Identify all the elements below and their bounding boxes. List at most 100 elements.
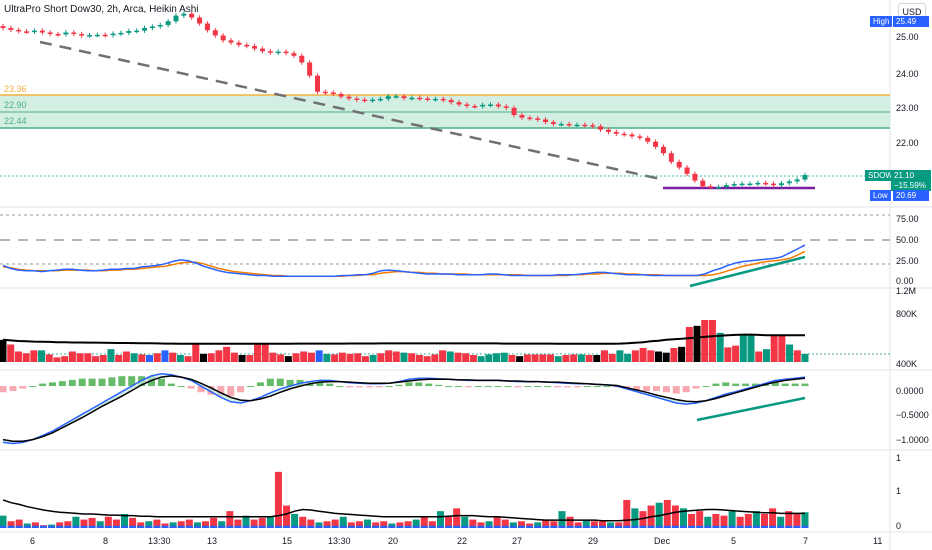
volume-bar xyxy=(45,354,53,362)
bottom-bar xyxy=(210,517,218,528)
bottom-bar xyxy=(153,519,161,528)
bottom-bar xyxy=(728,511,736,528)
volume-bar xyxy=(647,350,655,362)
bottom-base-bar xyxy=(396,525,404,528)
candle-body xyxy=(590,125,596,127)
volume-bar xyxy=(616,350,624,362)
bottom-base-bar xyxy=(291,525,299,528)
candle-body xyxy=(653,141,659,147)
candle-body xyxy=(763,182,769,185)
candle-body xyxy=(39,30,45,33)
low-value: 20.69 xyxy=(893,190,929,201)
macd-hist-bar xyxy=(326,383,334,387)
macd-hist-bar xyxy=(524,386,532,388)
price-tick: 23.00 xyxy=(896,103,919,113)
volume-bar xyxy=(315,350,323,362)
bottom-base-bar xyxy=(88,525,96,528)
chart-title: UltraPro Short Dow30, 2h, Arca, Heikin A… xyxy=(4,4,199,15)
bottom-bar xyxy=(121,513,129,528)
bottom-base-bar xyxy=(769,525,777,528)
downtrend-line[interactable] xyxy=(39,40,666,182)
macd-hist-bar xyxy=(9,386,17,392)
bottom-base-bar xyxy=(7,525,15,528)
bottom-base-bar xyxy=(793,525,801,528)
bottom-bar xyxy=(145,521,153,528)
bottom-base-bar xyxy=(420,525,428,528)
bottom-bar xyxy=(299,516,307,528)
time-tick: 11 xyxy=(873,536,882,546)
bottom-base-bar xyxy=(137,525,145,528)
candle-body xyxy=(708,186,714,188)
bottom-base-bar xyxy=(566,525,574,528)
bottom-bar xyxy=(736,516,744,528)
volume-bar xyxy=(654,351,662,362)
volume-bar xyxy=(99,355,107,362)
bottom-bar xyxy=(671,505,679,528)
bottom-base-bar xyxy=(412,525,420,528)
volume-bar xyxy=(161,350,169,362)
bottom-bar xyxy=(550,521,558,528)
bottom-base-bar xyxy=(558,525,566,528)
candle-body xyxy=(629,134,635,137)
bottom-base-bar xyxy=(598,525,606,528)
macd-hist-bar xyxy=(187,386,195,389)
bottom-bar xyxy=(712,513,720,528)
bottom-bar xyxy=(639,511,647,528)
bottom-base-bar xyxy=(801,525,809,528)
macd-hist-bar xyxy=(395,384,403,387)
bottom-bar xyxy=(445,516,453,528)
bottom-bar xyxy=(129,517,137,528)
macd-signal-line xyxy=(2,375,806,442)
macd-tick: −1.0000 xyxy=(896,435,929,445)
macd-hist-bar xyxy=(78,378,86,387)
candle-body xyxy=(605,129,611,132)
volume-bar xyxy=(377,353,385,362)
macd-hist-bar xyxy=(504,386,512,388)
rsi-tick: 75.00 xyxy=(896,214,919,224)
volume-bar xyxy=(122,351,130,362)
volume-bar xyxy=(608,353,616,362)
volume-bar xyxy=(662,352,670,362)
volume-bar xyxy=(200,353,207,362)
fib-level-1: 23.36 xyxy=(4,84,27,94)
rsi-divergence-trendline[interactable] xyxy=(689,255,806,288)
price-tick: 22.00 xyxy=(896,138,919,148)
candle-body xyxy=(519,115,525,118)
volume-bar xyxy=(300,351,308,362)
bottom-bar xyxy=(582,519,590,528)
bottom-base-bar xyxy=(48,525,56,528)
macd-line xyxy=(2,372,806,445)
volume-bar xyxy=(631,350,639,362)
volume-bar xyxy=(708,320,716,362)
bottom-bar xyxy=(590,521,598,528)
volume-bar xyxy=(115,355,123,362)
bottom-bar xyxy=(469,519,477,528)
macd-hist-bar xyxy=(662,386,670,393)
candle-body xyxy=(197,17,203,24)
volume-bar xyxy=(30,350,38,362)
bottom-base-bar xyxy=(736,525,744,528)
candle-body xyxy=(582,124,588,127)
bottom-base-bar xyxy=(129,525,137,528)
bottom-bar xyxy=(598,521,606,528)
bottom-bar xyxy=(623,499,631,528)
bottom-bar xyxy=(760,513,768,528)
bottom-bar xyxy=(566,516,574,528)
volume-bar xyxy=(431,354,439,362)
bottom-bar xyxy=(704,516,712,528)
bottom-bar xyxy=(501,519,509,528)
bottom-base-bar xyxy=(493,525,501,528)
macd-divergence-trendline[interactable] xyxy=(696,396,806,422)
bottom-bar xyxy=(169,522,177,528)
macd-hist-bar xyxy=(722,382,730,387)
bottom-bar xyxy=(679,508,687,528)
volume-bar xyxy=(516,356,524,362)
macd-hist-bar xyxy=(563,386,571,388)
candle-body xyxy=(330,92,336,94)
volume-bar xyxy=(755,351,763,362)
bottom-bar xyxy=(752,511,760,528)
candle-body xyxy=(432,98,438,101)
bottom-base-bar xyxy=(380,525,388,528)
low-label: Low xyxy=(870,190,891,201)
